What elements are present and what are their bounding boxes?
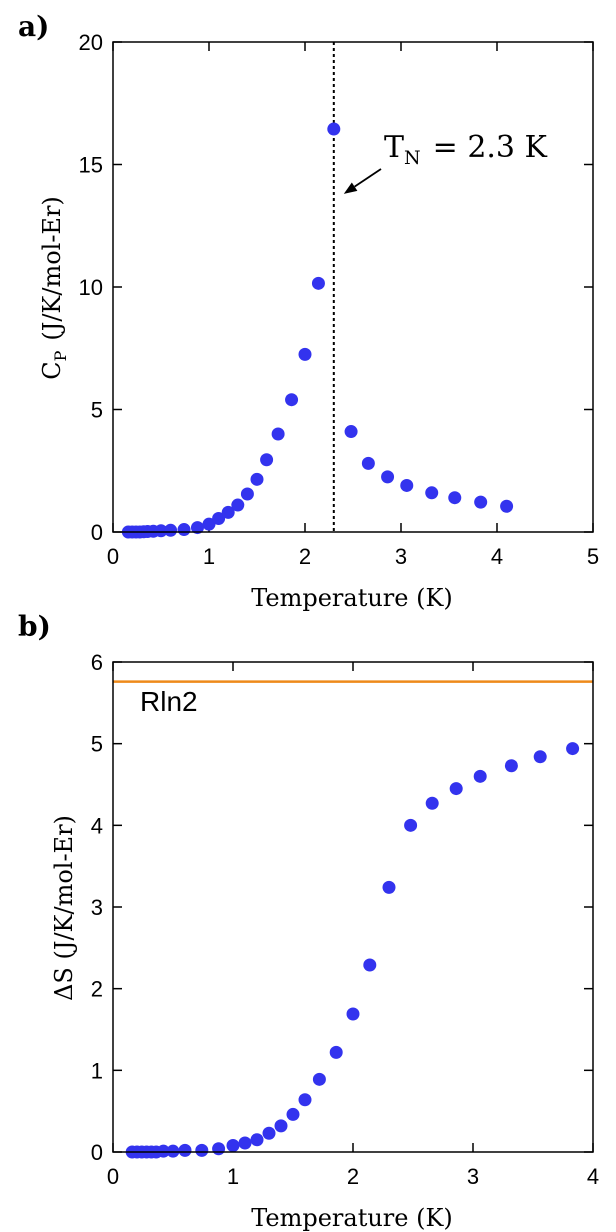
data-point <box>344 425 358 439</box>
data-point <box>500 499 514 513</box>
data-point <box>298 347 312 361</box>
data-point <box>285 393 299 407</box>
data-point <box>329 1045 343 1059</box>
panel-a-ylabel-units: (J/K/mol-Er) <box>38 196 66 340</box>
y-tick-label: 0 <box>91 1140 103 1165</box>
data-point <box>195 1143 209 1157</box>
data-point <box>231 498 245 512</box>
data-point <box>226 1138 240 1152</box>
data-point <box>404 818 418 832</box>
panel-a-points <box>121 122 514 539</box>
x-tick-label: 4 <box>491 544 503 569</box>
data-point <box>154 524 168 538</box>
panel-a-xlabel: Temperature (K) <box>251 584 453 612</box>
data-point <box>449 782 463 796</box>
panel-b: b) 0 1 2 3 4 0 1 2 3 4 5 6 Rln2 Temperature (K) ΔS … <box>18 610 599 1232</box>
data-point <box>327 122 341 136</box>
data-point <box>164 523 178 537</box>
data-point <box>312 1072 326 1086</box>
data-point <box>473 769 487 783</box>
x-tick-label: 1 <box>203 544 215 569</box>
x-tick-label: 4 <box>587 1164 599 1189</box>
data-point <box>262 1126 276 1140</box>
y-tick-label: 5 <box>91 398 103 423</box>
tn-annotation: TN = 2.3 K <box>343 130 548 194</box>
data-point <box>566 742 580 756</box>
data-point <box>298 1093 312 1107</box>
tn-arrowhead <box>343 182 358 194</box>
svg-text:TN= 2.3 K: TN = 2.3 K <box>384 130 548 169</box>
tn-annotation-value: = 2.3 K <box>433 130 548 165</box>
data-point <box>190 521 204 535</box>
data-point <box>156 1144 170 1158</box>
data-point <box>250 1133 264 1147</box>
panel-a-ylabel-subscript: P <box>51 350 70 361</box>
y-tick-label: 20 <box>79 30 103 55</box>
data-point <box>474 495 488 509</box>
y-tick-label: 5 <box>91 732 103 757</box>
panel-a: a) 0 1 2 3 4 5 0 5 10 15 20 TN = 2.3 K Temperature … <box>18 10 599 612</box>
data-point <box>250 472 264 486</box>
data-point <box>400 478 414 492</box>
data-point <box>202 517 216 531</box>
y-tick-label: 10 <box>79 275 103 300</box>
x-tick-label: 0 <box>107 544 119 569</box>
data-point <box>274 1119 288 1133</box>
data-point <box>221 505 235 519</box>
data-point <box>177 523 191 537</box>
data-point <box>346 1007 360 1021</box>
data-point <box>166 1144 180 1158</box>
data-point <box>504 759 518 773</box>
data-point <box>533 750 547 764</box>
panel-a-label: a) <box>18 10 49 43</box>
panel-b-xlabel: Temperature (K) <box>251 1204 453 1232</box>
data-point <box>240 487 254 501</box>
y-tick-label: 4 <box>91 813 103 838</box>
panel-a-ylabel-symbol: C <box>38 361 66 379</box>
y-tick-label: 3 <box>91 895 103 920</box>
data-point <box>363 958 377 972</box>
tn-arrow <box>354 168 382 188</box>
data-point <box>425 486 439 500</box>
data-point <box>178 1143 192 1157</box>
panel-a-axes-frame <box>112 41 594 533</box>
panel-b-ticks: 0 1 2 3 4 0 1 2 3 4 5 6 <box>91 650 599 1189</box>
panel-a-ticks: 0 1 2 3 4 5 0 5 10 15 20 <box>79 30 600 569</box>
tn-annotation-symbol: T <box>384 130 404 165</box>
y-tick-label: 1 <box>91 1058 103 1083</box>
x-tick-label: 1 <box>227 1164 239 1189</box>
x-tick-label: 3 <box>395 544 407 569</box>
data-point <box>425 796 439 810</box>
y-tick-label: 6 <box>91 650 103 675</box>
panel-a-ylabel: CP (J/K/mol-Er) <box>38 196 70 380</box>
data-point <box>381 470 395 484</box>
data-point <box>212 1142 226 1156</box>
data-point <box>286 1107 300 1121</box>
panel-b-ylabel: ΔS (J/K/mol-Er) <box>50 815 78 1001</box>
data-point <box>238 1136 252 1150</box>
panel-b-label: b) <box>18 610 51 643</box>
rln2-label: Rln2 <box>140 686 198 717</box>
x-tick-label: 3 <box>467 1164 479 1189</box>
y-tick-label: 15 <box>79 153 103 178</box>
data-point <box>448 491 462 505</box>
x-tick-label: 2 <box>299 544 311 569</box>
panel-b-points <box>125 742 580 1159</box>
data-point <box>260 453 274 467</box>
data-point <box>361 456 375 470</box>
y-tick-label: 0 <box>91 520 103 545</box>
tn-annotation-subscript: N <box>404 147 421 169</box>
data-point <box>382 880 396 894</box>
data-point <box>311 276 325 290</box>
data-point <box>271 427 285 441</box>
panel-b-axes-frame <box>112 661 594 1153</box>
x-tick-label: 2 <box>347 1164 359 1189</box>
y-tick-label: 2 <box>91 977 103 1002</box>
x-tick-label: 0 <box>107 1164 119 1189</box>
x-tick-label: 5 <box>587 544 599 569</box>
data-point <box>212 512 226 526</box>
